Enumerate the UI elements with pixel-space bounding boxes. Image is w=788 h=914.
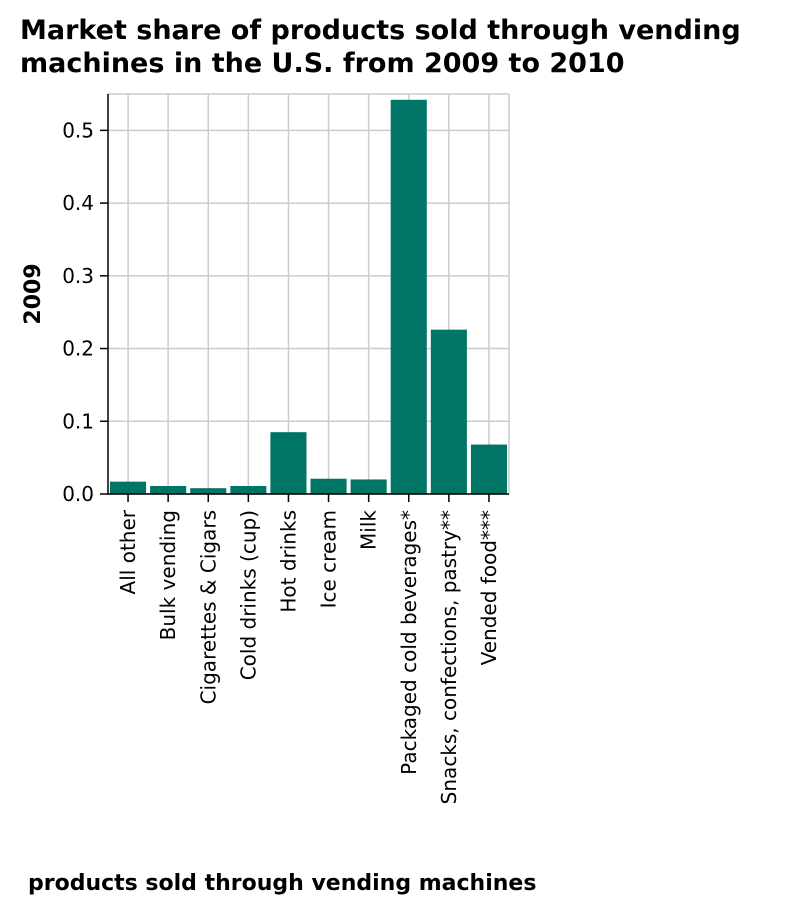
x-tick-label: Packaged cold beverages*: [397, 510, 421, 775]
bar: [470, 444, 507, 494]
y-tick-label: 0.3: [62, 264, 94, 288]
bar: [350, 479, 387, 494]
y-axis-title: 2009: [21, 263, 46, 324]
x-axis-title: products sold through vending machines: [28, 871, 536, 896]
y-tick-label: 0.0: [62, 482, 94, 506]
y-tick-label: 0.1: [62, 409, 94, 433]
y-tick-label: 0.2: [62, 337, 94, 361]
bar: [310, 478, 347, 494]
x-tick-label: Cold drinks (cup): [236, 510, 260, 680]
x-tick-label: Milk: [357, 510, 381, 550]
x-tick-label: Ice cream: [317, 510, 341, 608]
x-tick-label: All other: [116, 509, 140, 594]
x-tick-label: Vended food***: [477, 510, 501, 665]
bar: [110, 481, 147, 494]
bar: [430, 329, 467, 494]
x-tick-label: Snacks, confections, pastry**: [437, 510, 461, 804]
y-tick-label: 0.5: [62, 118, 94, 142]
bar: [270, 432, 307, 494]
x-tick-label: Cigarettes & Cigars: [196, 510, 220, 704]
bar: [230, 486, 267, 494]
y-axis-ticks: 0.0 0.1 0.2 0.3 0.4 0.5: [62, 94, 109, 506]
x-tick-label: Bulk vending: [156, 510, 180, 640]
bar: [390, 99, 427, 495]
bar: [150, 486, 187, 494]
bar: [190, 488, 227, 494]
y-tick-label: 0.4: [62, 191, 94, 215]
bars: [110, 99, 507, 495]
x-axis-ticks: All other Bulk vending Cigarettes & Cigars…: [116, 494, 501, 804]
chart-title: Market share of products sold through ve…: [20, 15, 741, 79]
x-tick-label: Hot drinks: [276, 510, 300, 613]
